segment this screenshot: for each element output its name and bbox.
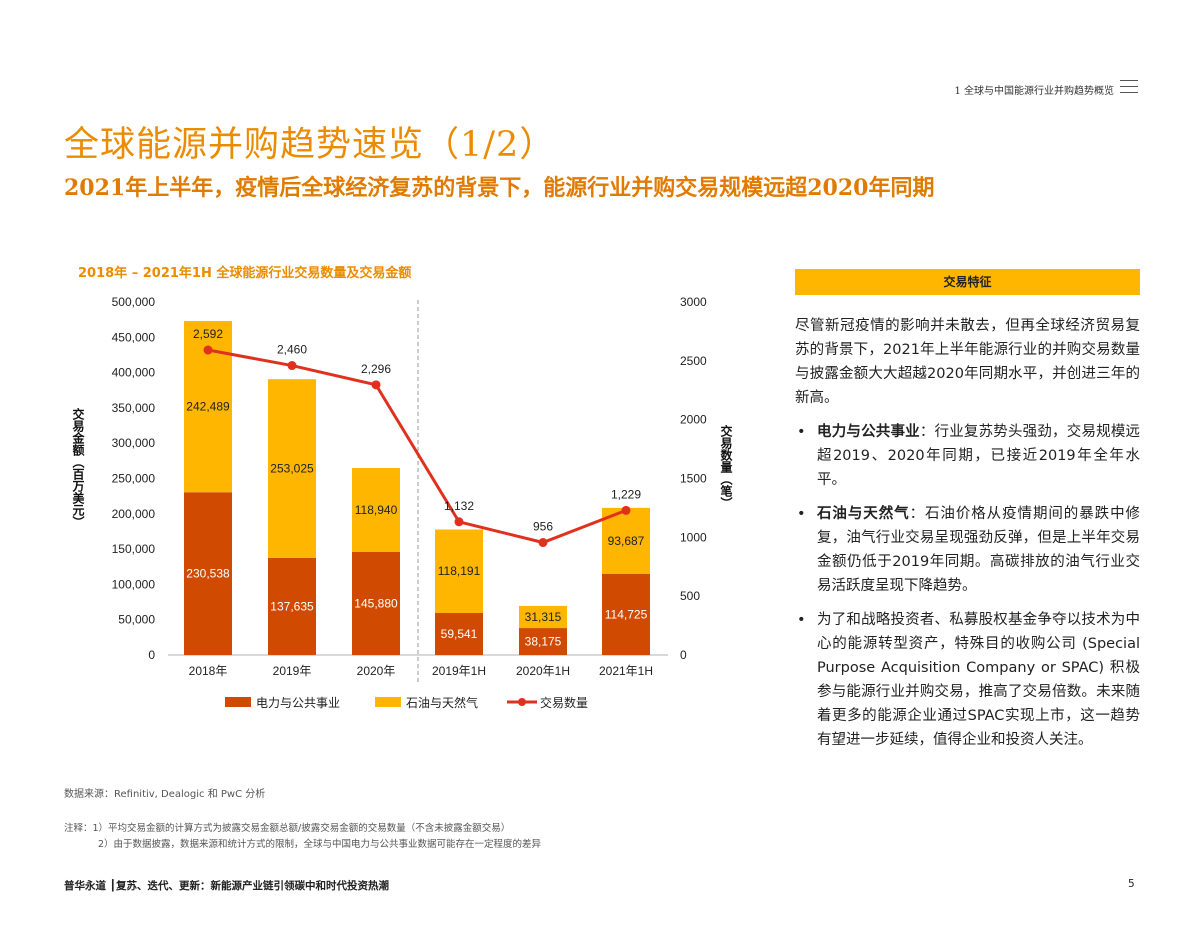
left-tick-label: 500,000 xyxy=(112,295,156,309)
bullet-power-title: 电力与公共事业 xyxy=(817,424,920,440)
right-tick-label: 1000 xyxy=(680,530,707,544)
line-point xyxy=(371,380,381,390)
left-tick-label: 450,000 xyxy=(112,330,156,344)
line-point xyxy=(454,517,464,527)
right-tick-label: 2500 xyxy=(680,354,707,368)
left-tick-label: 0 xyxy=(148,648,155,662)
left-tick-label: 100,000 xyxy=(112,577,156,591)
menu-icon[interactable] xyxy=(1120,80,1138,98)
right-tick-label: 500 xyxy=(680,589,700,603)
line-point xyxy=(287,361,297,371)
bar-oil-gas xyxy=(602,507,650,575)
left-tick-label: 50,000 xyxy=(118,613,155,627)
bar-power xyxy=(435,612,483,655)
left-tick-label: 150,000 xyxy=(112,542,156,556)
line-point xyxy=(538,538,548,548)
left-tick-label: 400,000 xyxy=(112,366,156,380)
chart-title: 2018年 – 2021年1H 全球能源行业交易数量及交易金额 xyxy=(78,266,412,281)
bar-oil-gas-label: 118,940 xyxy=(355,503,398,517)
bar-power-label: 145,880 xyxy=(354,597,398,611)
right-tick-label: 1500 xyxy=(680,472,707,486)
line-deal-count xyxy=(207,348,627,545)
left-tick-label: 300,000 xyxy=(112,436,156,450)
note-1: 注释：1）平均交易金额的计算方式为披露交易金额总额/披露交易金额的交易数量（不含… xyxy=(64,823,511,834)
page-title: 全球能源并购趋势速览（1/2） xyxy=(64,125,556,165)
line-point-label: 956 xyxy=(533,520,553,534)
panel-body: 尽管新冠疫情的影响并未散去，但再全球经济贸易复苏的背景下，2021年上半年能源行… xyxy=(795,314,1140,762)
bar-oil-gas-label: 253,025 xyxy=(270,462,314,476)
bar-oil-gas-label: 242,489 xyxy=(186,400,230,414)
panel-intro: 尽管新冠疫情的影响并未散去，但再全球经济贸易复苏的背景下，2021年上半年能源行… xyxy=(795,318,1140,406)
panel-bullets: 电力与公共事业：行业复苏势头强劲，交易规模远超2019、2020年同期，已接近2… xyxy=(795,420,1140,752)
line-point-label: 2,296 xyxy=(361,362,391,376)
left-tick-label: 350,000 xyxy=(112,401,156,415)
bullet-power-text: ：行业复苏势头强劲，交易规模远超2019、2020年同期，已接近2019年全年水… xyxy=(817,424,1141,488)
right-axis-title: 交易数量（笔） xyxy=(719,425,733,509)
data-source: 数据来源：Refinitiv, Dealogic 和 PwC 分析 xyxy=(64,789,266,800)
legend-swatch-power xyxy=(225,697,251,707)
bar-power-label: 114,725 xyxy=(605,608,648,622)
line-point xyxy=(203,345,213,355)
bar-oil-gas xyxy=(435,529,483,613)
bar-power-label: 38,175 xyxy=(525,635,562,649)
bar-oil-gas-label: 118,191 xyxy=(438,564,481,578)
right-tick-label: 0 xyxy=(680,648,687,662)
bar-oil-gas-label: 31,315 xyxy=(525,610,562,624)
legend-label-deal-count: 交易数量 xyxy=(540,695,588,710)
bullet-oil-gas: 石油与天然气：石油价格从疫情期间的暴跌中修复，油气行业交易呈现强劲反弹，但是上半… xyxy=(795,502,1140,598)
note-2: 2）由于数据披露，数据来源和统计方式的限制，全球与中国电力与公共事业数据可能存在… xyxy=(98,839,542,850)
legend-label-oil-gas: 石油与天然气 xyxy=(406,695,478,710)
bar-oil-gas xyxy=(352,468,400,553)
line-point-label: 2,592 xyxy=(193,327,223,341)
line-point-label: 1,132 xyxy=(444,499,474,513)
x-tick-label: 2020年 xyxy=(357,664,396,678)
line-point-label: 1,229 xyxy=(611,487,641,501)
bar-power xyxy=(184,492,232,655)
bar-oil-gas-label: 93,687 xyxy=(608,534,645,548)
bar-oil-gas xyxy=(519,605,567,629)
footer-title: 普华永道 ┃复苏、迭代、更新：新能源产业链引领碳中和时代投资热潮 xyxy=(64,880,389,892)
bar-oil-gas xyxy=(268,379,316,558)
left-tick-label: 250,000 xyxy=(112,472,156,486)
right-tick-label: 2000 xyxy=(680,413,707,427)
section-label: 1 全球与中国能源行业并购趋势概览 xyxy=(954,86,1114,97)
bar-power xyxy=(519,628,567,655)
legend-label-power: 电力与公共事业 xyxy=(256,696,340,710)
bar-power xyxy=(268,557,316,655)
legend-swatch-marker xyxy=(518,698,526,706)
bullet-spac: 为了和战略投资者、私募股权基金争夺以技术为中心的能源转型资产，特殊目的收购公司 … xyxy=(795,608,1140,752)
right-tick-label: 3000 xyxy=(680,295,707,309)
bar-power xyxy=(352,552,400,655)
page-number: 5 xyxy=(1128,878,1135,890)
x-tick-label: 2018年 xyxy=(189,664,228,678)
bar-power-label: 230,538 xyxy=(186,567,230,581)
line-point-label: 2,460 xyxy=(277,343,307,357)
bar-power-label: 137,635 xyxy=(270,599,314,613)
legend-swatch-oil-gas xyxy=(375,697,401,707)
bullet-power: 电力与公共事业：行业复苏势头强劲，交易规模远超2019、2020年同期，已接近2… xyxy=(795,420,1140,492)
x-tick-label: 2019年 xyxy=(273,664,312,678)
bullet-oil-gas-title: 石油与天然气 xyxy=(817,506,910,522)
bullet-oil-gas-text: ：石油价格从疫情期间的暴跌中修复，油气行业交易呈现强劲反弹，但是上半年交易金额仍… xyxy=(817,506,1141,594)
bullet-spac-text: 为了和战略投资者、私募股权基金争夺以技术为中心的能源转型资产，特殊目的收购公司 … xyxy=(817,612,1140,748)
left-axis-title: 交易金额（百万美元） xyxy=(71,408,85,528)
left-tick-label: 200,000 xyxy=(112,507,156,521)
page-subtitle: 2021年上半年，疫情后全球经济复苏的背景下，能源行业并购交易规模远超2020年… xyxy=(64,175,935,201)
bar-power xyxy=(602,574,650,655)
line-point xyxy=(621,505,631,515)
x-tick-label: 2020年1H xyxy=(516,664,570,678)
x-tick-label: 2019年1H xyxy=(432,664,486,678)
bar-power-label: 59,541 xyxy=(441,627,478,641)
panel-header: 交易特征 xyxy=(795,269,1140,295)
x-tick-label: 2021年1H xyxy=(599,664,653,678)
